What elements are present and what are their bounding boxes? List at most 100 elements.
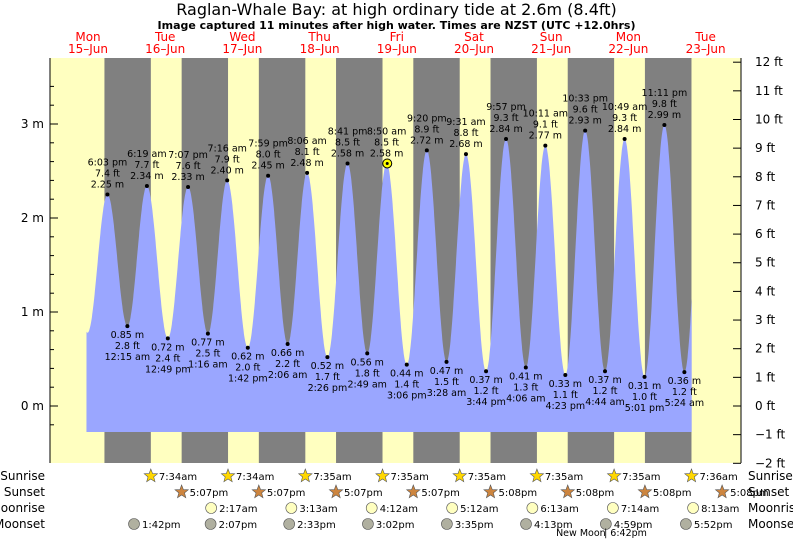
high-tide-point — [583, 128, 588, 133]
astro-time-label: 7:35am — [468, 472, 506, 483]
astro-time-label: 4:12am — [380, 504, 418, 515]
sun-star-icon — [143, 468, 159, 483]
high-tide-point — [504, 137, 509, 142]
high-tide-time-label: 8:41 pm — [328, 126, 368, 137]
low-tide-ft-label: 2.0 ft — [235, 363, 260, 374]
moon-circle-icon — [600, 518, 612, 530]
moon-circle-icon — [285, 502, 298, 514]
moon-circle-icon — [607, 502, 619, 514]
day-date-label: 20–Jun — [454, 42, 494, 56]
astro-time-label: 7:35am — [391, 472, 429, 483]
sun-star-icon — [606, 468, 622, 483]
low-tide-point — [245, 345, 250, 350]
sun-star-icon — [405, 484, 421, 499]
low-tide-point — [642, 374, 647, 379]
sun-star-icon — [220, 468, 236, 483]
low-tide-ft-label: 1.5 ft — [434, 377, 459, 388]
high-tide-time-label: 9:31 am — [446, 117, 485, 128]
day-name-label: Sun — [540, 30, 563, 44]
astro-time-label: 7:34am — [159, 472, 197, 483]
low-tide-ft-label: 1.7 ft — [315, 372, 340, 383]
moon-circle-icon — [526, 502, 539, 514]
high-tide-time-label: 9:57 pm — [486, 102, 526, 113]
moon-circle-icon — [441, 518, 453, 530]
astro-time-label: 5:07pm — [421, 488, 460, 499]
astro-time-label: 3:13am — [299, 504, 337, 515]
high-tide-ft-label: 7.9 ft — [215, 154, 240, 165]
astro-time-label: 5:08pm — [499, 488, 538, 499]
low-tide-m-label: 0.47 m — [430, 366, 463, 377]
low-tide-time-label: 1:16 am — [188, 360, 227, 371]
high-tide-time-label: 7:07 pm — [168, 150, 208, 161]
right-tick-label: 9 ft — [755, 141, 775, 155]
astro-time-label: 5:08pm — [653, 488, 692, 499]
astro-time-label: 1:42pm — [142, 520, 181, 531]
astro-row-label-right: Moonset — [748, 517, 793, 531]
low-tide-ft-label: 1.8 ft — [355, 368, 380, 379]
low-tide-time-label: 2:49 am — [348, 379, 387, 390]
right-tick-label: 10 ft — [755, 112, 783, 126]
low-tide-m-label: 0.37 m — [469, 375, 502, 386]
low-tide-m-label: 0.44 m — [390, 369, 423, 380]
sun-star-icon — [328, 484, 344, 499]
high-tide-point — [424, 148, 429, 153]
moon-circle-icon — [283, 518, 295, 530]
high-tide-ft-label: 7.4 ft — [95, 169, 120, 180]
sun-star-icon — [174, 484, 190, 499]
low-tide-m-label: 0.72 m — [151, 342, 184, 353]
moon-circle-icon — [680, 518, 692, 530]
current-tide-marker-center — [385, 161, 389, 165]
moon-circle-icon — [205, 502, 217, 514]
low-tide-m-label: 0.77 m — [191, 338, 224, 349]
high-tide-m-label: 2.77 m — [529, 131, 562, 142]
high-tide-ft-label: 9.8 ft — [652, 99, 677, 110]
day-date-label: 22–Jun — [608, 42, 648, 56]
day-name-label: Wed — [229, 30, 255, 44]
high-tide-time-label: 10:33 pm — [562, 94, 608, 105]
high-tide-ft-label: 7.7 ft — [134, 160, 159, 171]
day-date-label: 21–Jun — [531, 42, 571, 56]
low-tide-time-label: 3:28 am — [427, 388, 466, 399]
right-tick-label: 1 ft — [755, 370, 775, 384]
astro-time-label: 2:17am — [219, 504, 257, 515]
astro-time-label: 2:07pm — [219, 520, 258, 531]
astro-row-label-left: Moonset — [0, 517, 45, 531]
high-tide-ft-label: 7.6 ft — [176, 161, 201, 172]
right-tick-label: 4 ft — [755, 284, 775, 298]
low-tide-time-label: 2:06 am — [268, 370, 307, 381]
high-tide-point — [622, 137, 627, 142]
new-moon-time-label: | 6:42pm — [604, 528, 647, 539]
high-tide-ft-label: 9.3 ft — [612, 113, 637, 124]
moon-circle-icon — [365, 502, 378, 514]
astro-time-label: 7:14am — [621, 504, 659, 515]
day-name-label: Tue — [694, 30, 716, 44]
right-tick-label: 3 ft — [755, 313, 775, 327]
day-date-label: 19–Jun — [377, 42, 417, 56]
high-tide-time-label: 7:16 am — [207, 143, 246, 154]
left-tick-label: 0 m — [21, 399, 44, 413]
low-tide-time-label: 1:42 pm — [228, 374, 268, 385]
low-tide-point — [285, 341, 290, 346]
high-tide-m-label: 2.48 m — [290, 158, 323, 169]
low-tide-time-label: 4:23 pm — [546, 401, 586, 412]
moon-circle-icon — [204, 518, 217, 530]
high-tide-point — [225, 178, 230, 183]
right-tick-label: 5 ft — [755, 256, 775, 270]
sun-star-icon — [297, 468, 313, 483]
astro-row-label-left: Sunset — [4, 485, 45, 499]
new-moon-label: New Moon — [556, 528, 606, 539]
high-tide-point — [662, 122, 667, 127]
right-tick-label: 6 ft — [755, 227, 775, 241]
right-tick-label: −1 ft — [755, 428, 786, 442]
day-name-label: Sat — [464, 30, 484, 44]
high-tide-point — [305, 170, 310, 175]
astro-time-label: 7:35am — [313, 472, 351, 483]
astro-time-label: 5:08pm — [730, 488, 769, 499]
astro-time-label: 7:35am — [622, 472, 660, 483]
high-tide-ft-label: 8.5 ft — [335, 137, 360, 148]
low-tide-time-label: 3:44 pm — [466, 397, 506, 408]
low-tide-ft-label: 1.2 ft — [592, 386, 617, 397]
astro-time-label: 8:13am — [701, 504, 739, 515]
low-tide-point — [404, 362, 409, 367]
high-tide-ft-label: 8.8 ft — [453, 128, 478, 139]
